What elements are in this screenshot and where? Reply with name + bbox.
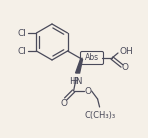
Text: Cl: Cl: [17, 47, 26, 55]
FancyBboxPatch shape: [81, 51, 103, 64]
Text: C(CH₃)₃: C(CH₃)₃: [84, 111, 115, 120]
Text: O: O: [122, 63, 128, 72]
Text: O: O: [60, 99, 67, 108]
Text: O: O: [84, 87, 91, 95]
Text: Cl: Cl: [17, 29, 26, 38]
Text: OH: OH: [120, 47, 134, 56]
Text: Abs: Abs: [85, 54, 99, 63]
Text: HN: HN: [69, 77, 82, 86]
Text: H̄: H̄: [73, 76, 78, 86]
Polygon shape: [76, 59, 83, 73]
